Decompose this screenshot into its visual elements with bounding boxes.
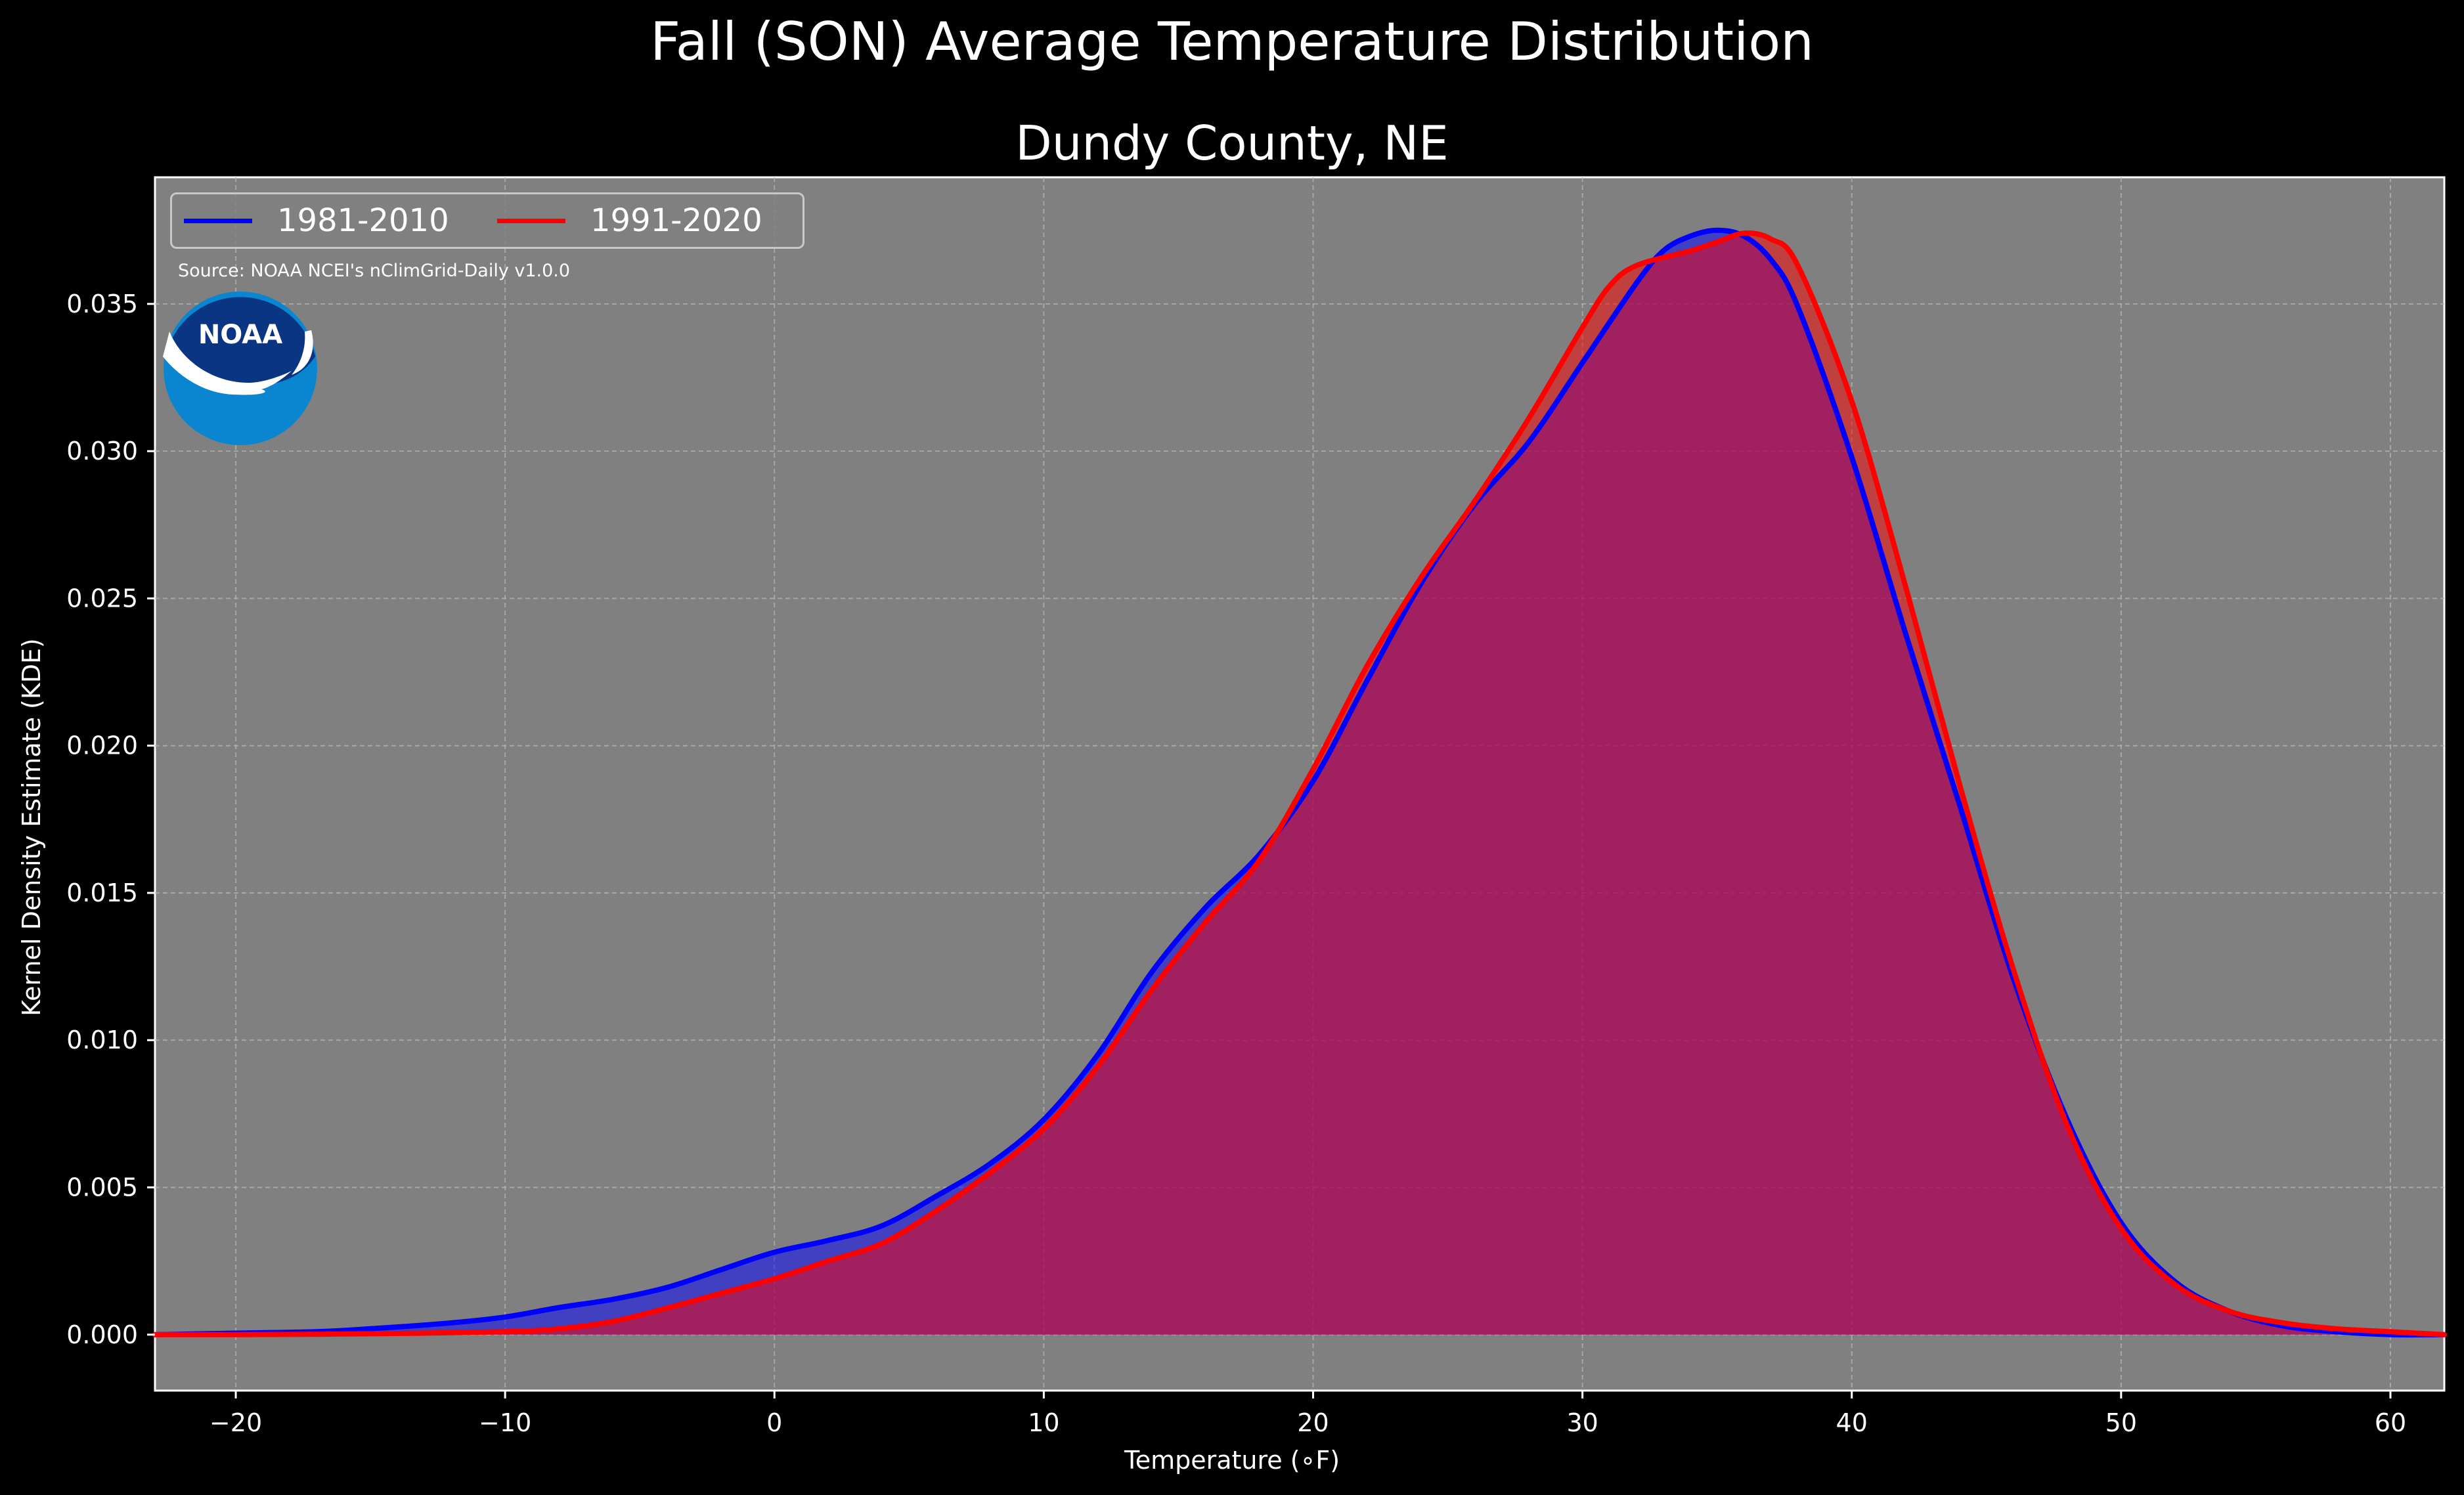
y-tick-label: 0.015 bbox=[66, 878, 138, 907]
axis-ticks: −20 −10 0 10 20 30 40 50 60 0.000 0.005 0.010 0.015 0… bbox=[66, 290, 2406, 1437]
noaa-logo-icon: NOAA bbox=[163, 292, 317, 445]
x-tick-label: −20 bbox=[209, 1408, 262, 1437]
legend-label: 1991-2020 bbox=[590, 202, 762, 239]
x-tick-label: −10 bbox=[479, 1408, 531, 1437]
density-line-1991-2020 bbox=[152, 230, 2447, 1337]
y-tick-label: 0.005 bbox=[66, 1173, 138, 1202]
logo-text: NOAA bbox=[198, 320, 282, 350]
x-tick-label: 30 bbox=[1566, 1408, 1598, 1437]
legend-line-blue bbox=[184, 218, 252, 223]
x-tick-label: 0 bbox=[766, 1408, 782, 1437]
chart-legend: 1981-2010 1991-2020 bbox=[170, 192, 804, 249]
legend-label: 1981-2010 bbox=[277, 202, 449, 239]
x-tick-label: 40 bbox=[1836, 1408, 1868, 1437]
y-tick-label: 0.020 bbox=[66, 731, 138, 760]
x-tick-label: 50 bbox=[2105, 1408, 2137, 1437]
density-fills bbox=[155, 230, 2444, 1335]
figure-title: Fall (SON) Average Temperature Distribut… bbox=[650, 11, 1814, 72]
x-tick-label: 20 bbox=[1297, 1408, 1329, 1437]
legend-line-red bbox=[497, 218, 565, 223]
source-note: Source: NOAA NCEI's nClimGrid-Daily v1.0… bbox=[178, 261, 571, 281]
x-axis-label: Temperature (∘F) bbox=[1124, 1446, 1340, 1475]
density-fill-1991-2020 bbox=[155, 233, 2444, 1335]
x-tick-label: 10 bbox=[1028, 1408, 1059, 1437]
y-tick-label: 0.025 bbox=[66, 584, 138, 613]
y-tick-label: 0.030 bbox=[66, 437, 138, 466]
y-tick-label: 0.010 bbox=[66, 1026, 138, 1054]
legend-item-1991-2020: 1991-2020 bbox=[497, 194, 762, 247]
x-tick-label: 60 bbox=[2375, 1408, 2406, 1437]
y-tick-label: 0.035 bbox=[66, 290, 138, 318]
chart-subtitle: Dundy County, NE bbox=[1015, 116, 1449, 171]
y-tick-label: 0.000 bbox=[66, 1320, 138, 1349]
legend-item-1981-2010: 1981-2010 bbox=[184, 194, 449, 247]
y-axis-label: Kernel Density Estimate (KDE) bbox=[17, 638, 46, 1016]
density-lines bbox=[152, 227, 2447, 1338]
